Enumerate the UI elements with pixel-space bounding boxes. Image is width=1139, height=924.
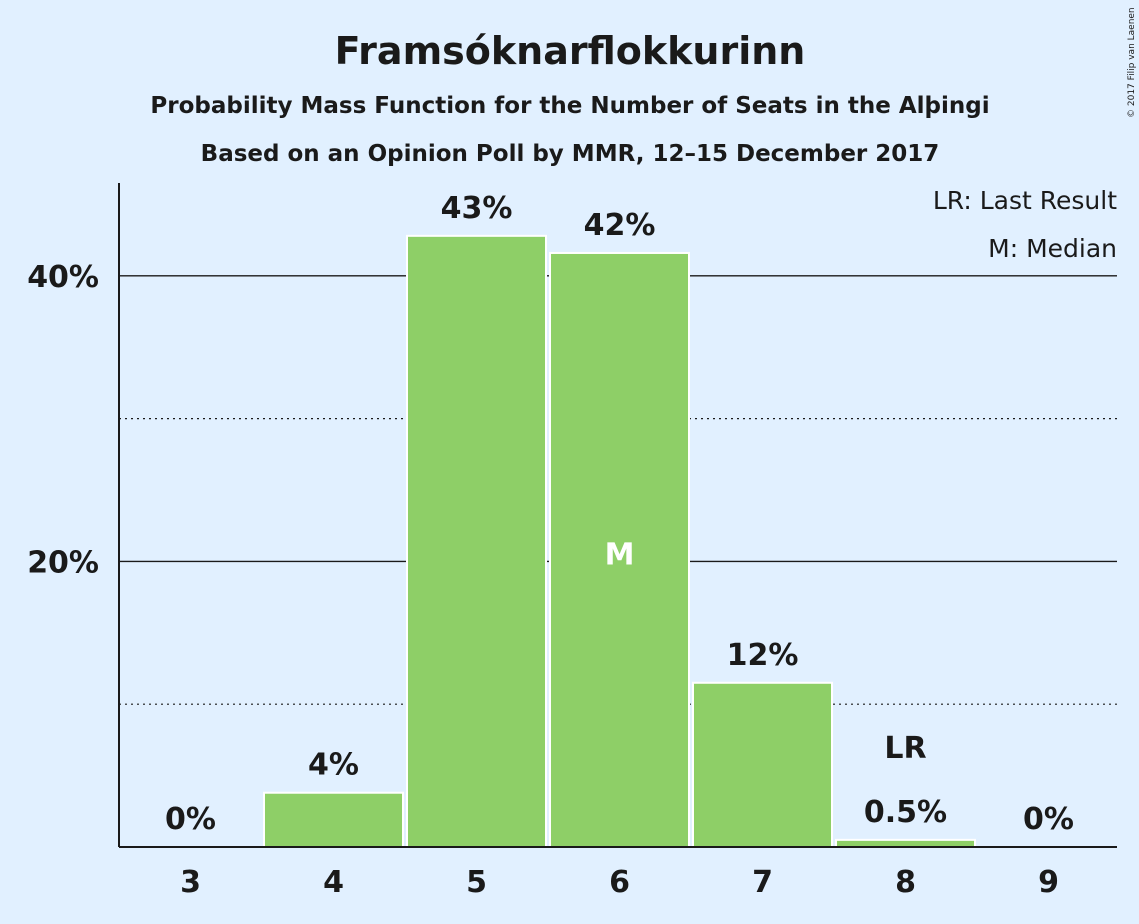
labels: 20% 40% 0% 3 4% 4 43% 5 42% 6 M 12% 7 0.5% 8 LR 0% 9: [27, 191, 1074, 900]
y-tick-label: 40%: [27, 260, 99, 295]
x-tick-label: 3: [180, 865, 201, 900]
x-tick-label: 5: [466, 865, 487, 900]
data-label-seats-6: 42%: [584, 208, 656, 243]
data-label-seats-4: 4%: [308, 748, 359, 783]
axes: [118, 183, 1117, 848]
x-tick-label: 7: [752, 865, 773, 900]
legend-median: M: Median: [988, 234, 1117, 263]
data-label-seats-9: 0%: [1023, 802, 1074, 837]
bar-seats-8: [835, 838, 976, 849]
x-tick-label: 8: [895, 865, 916, 900]
data-label-seats-8: 0.5%: [864, 795, 947, 830]
legend-last-result: LR: Last Result: [933, 186, 1117, 215]
x-tick-label: 9: [1038, 865, 1059, 900]
data-label-seats-3: 0%: [165, 802, 216, 837]
bar-seats-5: [406, 234, 547, 848]
data-label-seats-5: 43%: [441, 191, 513, 226]
median-marker: M: [605, 537, 635, 572]
x-tick-label: 6: [609, 865, 630, 900]
last-result-marker: LR: [884, 731, 926, 766]
bars: [263, 234, 976, 849]
bar-seats-6: [549, 251, 690, 848]
y-tick-label: 20%: [27, 545, 99, 580]
chart-subtitle: Probability Mass Function for the Number…: [150, 93, 989, 119]
x-tick-label: 4: [323, 865, 344, 900]
chart-source-line: Based on an Opinion Poll by MMR, 12–15 D…: [201, 141, 940, 167]
chart-title: Framsóknarflokkurinn: [335, 29, 806, 73]
bar-seats-7: [692, 681, 833, 849]
data-label-seats-7: 12%: [727, 638, 799, 673]
bar-seats-4: [263, 791, 404, 848]
copyright-note: © 2017 Filip van Laenen: [1127, 7, 1137, 118]
